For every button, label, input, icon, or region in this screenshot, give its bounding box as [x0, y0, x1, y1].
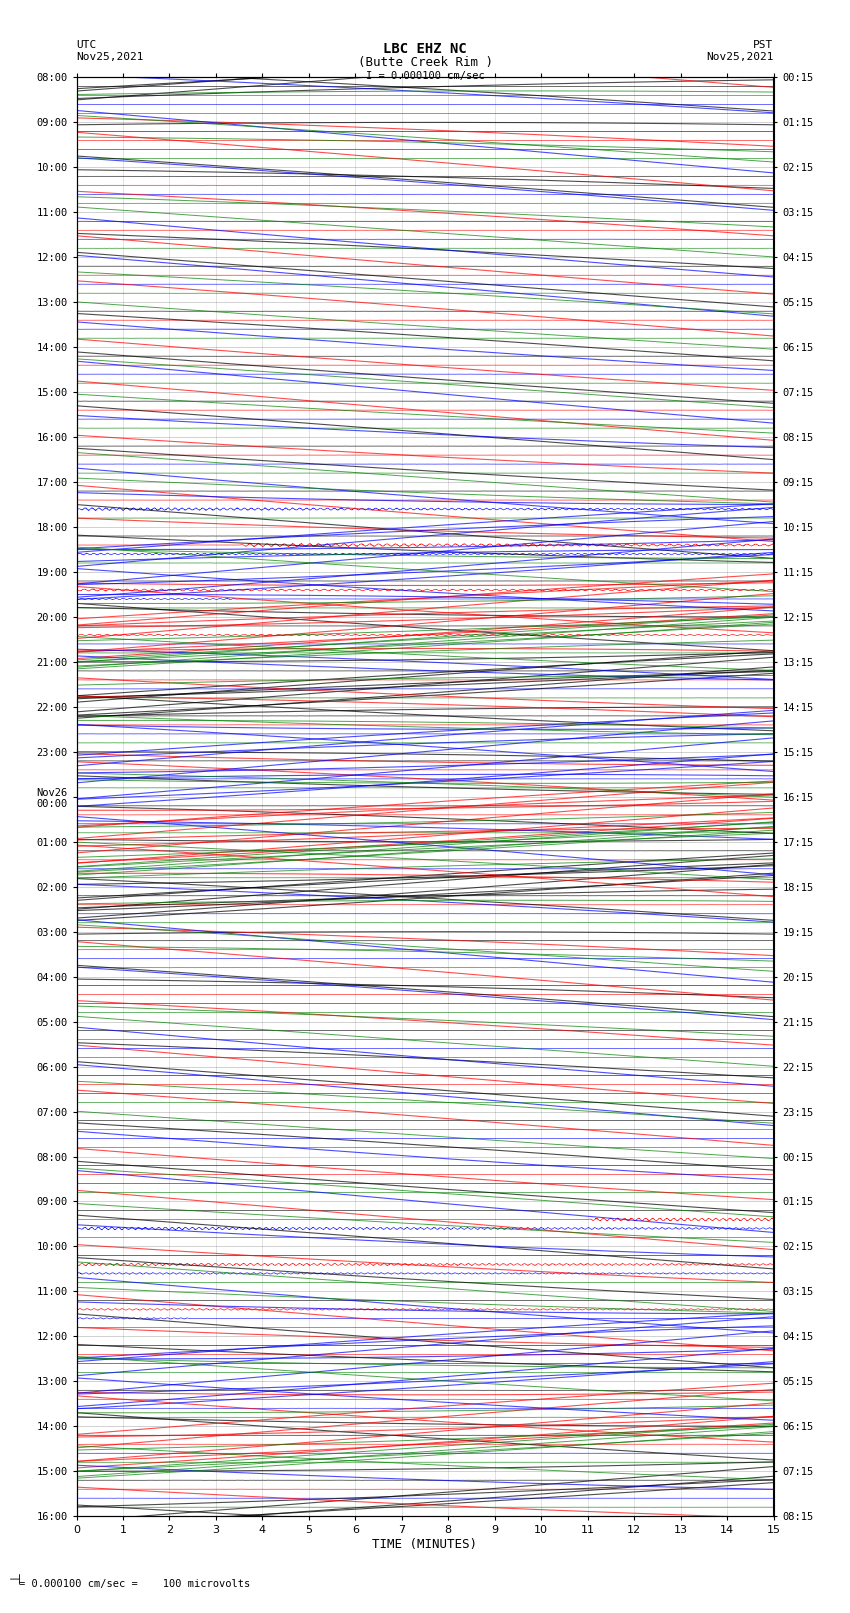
- Text: ⊣: ⊣: [8, 1573, 20, 1587]
- Text: UTC
Nov25,2021: UTC Nov25,2021: [76, 40, 144, 61]
- Text: I = 0.000100 cm/sec: I = 0.000100 cm/sec: [366, 71, 484, 81]
- Text: PST
Nov25,2021: PST Nov25,2021: [706, 40, 774, 61]
- X-axis label: TIME (MINUTES): TIME (MINUTES): [372, 1539, 478, 1552]
- Text: = 0.000100 cm/sec =    100 microvolts: = 0.000100 cm/sec = 100 microvolts: [19, 1579, 250, 1589]
- Text: (Butte Creek Rim ): (Butte Creek Rim ): [358, 56, 492, 69]
- Text: LBC EHZ NC: LBC EHZ NC: [383, 42, 467, 56]
